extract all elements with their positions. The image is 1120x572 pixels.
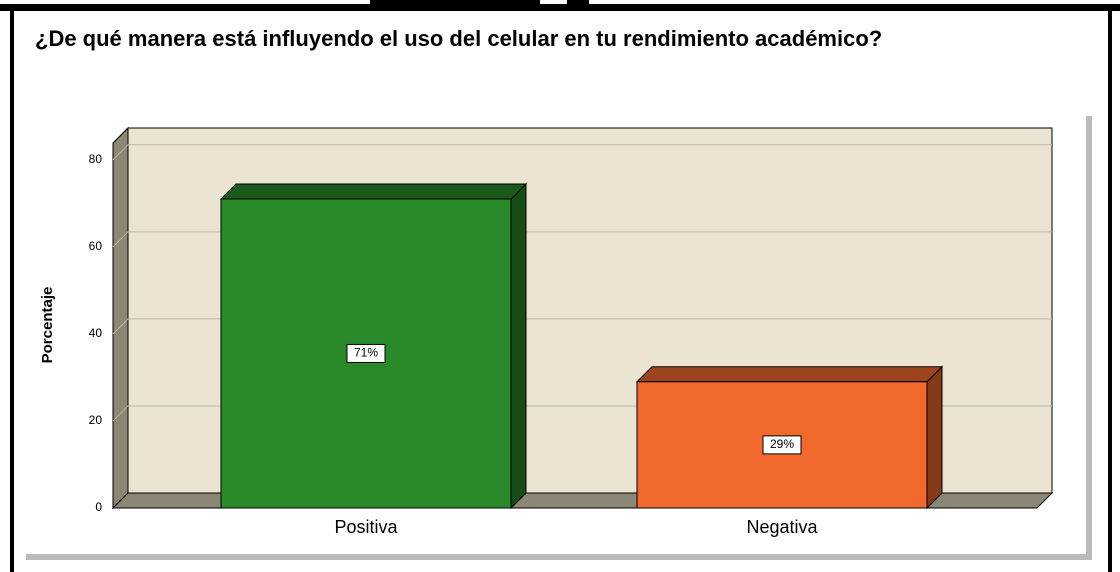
border-left [10,4,14,572]
value-label-box [346,343,386,363]
bar-side [926,365,943,510]
y-tick-label: 80 [89,152,103,166]
bar-top [635,366,944,383]
grid-line [112,318,1052,335]
chart-title: ¿De qué manera está influyendo el uso de… [35,26,883,51]
border-right [1108,4,1112,572]
grid-line [112,231,1052,248]
x-tick-label: Negativa [746,517,818,537]
value-label-box [762,435,802,455]
y-tick-label: 40 [89,326,103,340]
y-tick-label: 20 [89,413,103,427]
y-tick-label: 0 [95,500,102,514]
x-tick-label: Positiva [334,517,398,537]
left-wall [112,126,129,510]
bar-side [510,182,527,510]
y-axis-label: Porcentaje [39,287,56,364]
top-mark [567,0,589,4]
grid-line [112,144,1052,161]
bar-top [219,183,528,200]
y-tick-label: 60 [89,239,103,253]
top-mark [370,0,540,4]
value-label: 71% [354,346,378,360]
value-label: 29% [770,437,794,451]
border-top [0,4,1120,11]
